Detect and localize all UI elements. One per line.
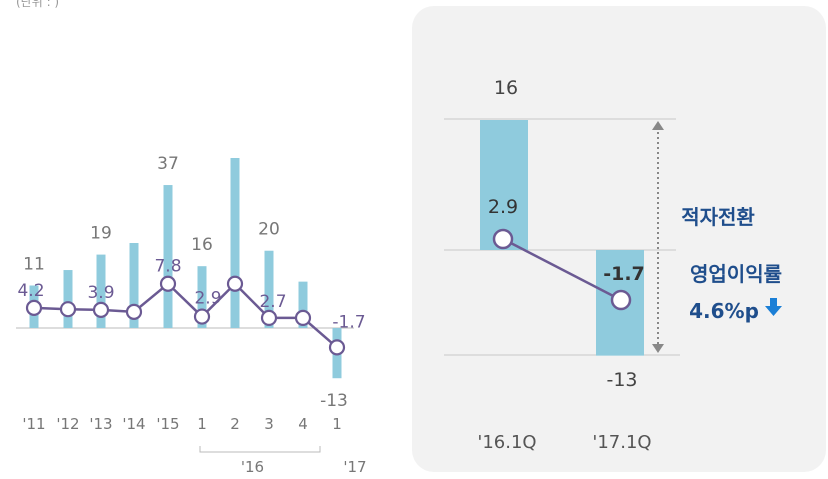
line-path <box>33 281 338 349</box>
line-point <box>260 309 278 327</box>
bar <box>298 281 308 328</box>
annotation-deficit-turn: 적자전환 <box>681 205 755 229</box>
bar-data-label: 16 <box>191 235 213 255</box>
group-label: '16 <box>241 458 264 476</box>
x-tick-label: 1 <box>197 415 207 433</box>
x-tick-label: 4 <box>298 415 308 433</box>
bar <box>96 254 106 328</box>
clipped-unit-fragment: (단위 : ) <box>16 0 59 9</box>
line-point <box>59 301 77 318</box>
line-data-label: 2.9 <box>194 289 221 309</box>
left-data-labels: 11 19 37 16 20 -13 4.2 3.9 7.8 2.9 2.7 -1.7 <box>17 154 365 411</box>
margin-change-label: 영업이익률 <box>690 262 782 286</box>
left-x-axis: '11 '12 '13 '14 '15 1 2 3 4 1 '16 '17 <box>22 415 366 476</box>
line-path <box>502 237 622 302</box>
x-tick-label: 2 <box>230 415 240 433</box>
line-point <box>328 339 346 356</box>
x-tick-label: '17.1Q <box>592 432 651 453</box>
bar <box>264 250 274 328</box>
group-label: '17 <box>343 458 366 476</box>
line-point <box>492 228 514 250</box>
line-data-label: 7.8 <box>154 257 181 277</box>
left-line-series <box>25 275 346 356</box>
bar-data-label: 20 <box>258 220 280 240</box>
bar-data-label: 16 <box>494 77 518 99</box>
bar <box>129 243 139 328</box>
arrow-down-icon <box>765 298 782 316</box>
x-tick-label: '14 <box>122 415 145 433</box>
x-tick-label: 1 <box>332 415 342 433</box>
x-tick-label: '12 <box>56 415 79 433</box>
margin-change-value: 4.6%p <box>689 299 759 323</box>
line-data-label: -1.7 <box>332 312 365 332</box>
line-data-label: -1.7 <box>603 263 645 285</box>
line-data-label: 3.9 <box>87 283 114 303</box>
line-data-label: 2.7 <box>259 292 286 312</box>
bar <box>197 266 207 328</box>
line-point <box>193 308 211 325</box>
group-bracket <box>199 446 321 453</box>
bar-data-label: 11 <box>23 255 45 275</box>
x-tick-label: '13 <box>89 415 112 433</box>
bar-data-label: -13 <box>320 391 348 411</box>
bar <box>163 185 173 328</box>
bar-data-label: -13 <box>606 369 637 391</box>
bar-data-label: 37 <box>157 154 179 174</box>
left-bars <box>29 158 342 379</box>
bar <box>230 158 240 328</box>
line-point <box>610 289 632 311</box>
x-tick-label: 3 <box>264 415 274 433</box>
bar-data-label: 19 <box>90 224 112 244</box>
x-tick-label: '16.1Q <box>477 432 536 453</box>
line-point <box>159 275 177 292</box>
change-arrow-down-head <box>652 344 664 353</box>
line-point <box>92 301 110 318</box>
line-point <box>125 303 143 320</box>
bar <box>480 120 528 250</box>
bar <box>63 270 73 328</box>
right-panel-background <box>412 6 826 472</box>
line-data-label: 4.2 <box>17 281 44 301</box>
line-point <box>294 309 312 327</box>
change-arrow-up-head <box>652 121 664 130</box>
line-data-label: 2.9 <box>488 196 518 218</box>
line-point <box>25 299 43 316</box>
x-tick-label: '15 <box>156 415 179 433</box>
x-tick-label: '11 <box>22 415 45 433</box>
line-point <box>226 275 244 292</box>
